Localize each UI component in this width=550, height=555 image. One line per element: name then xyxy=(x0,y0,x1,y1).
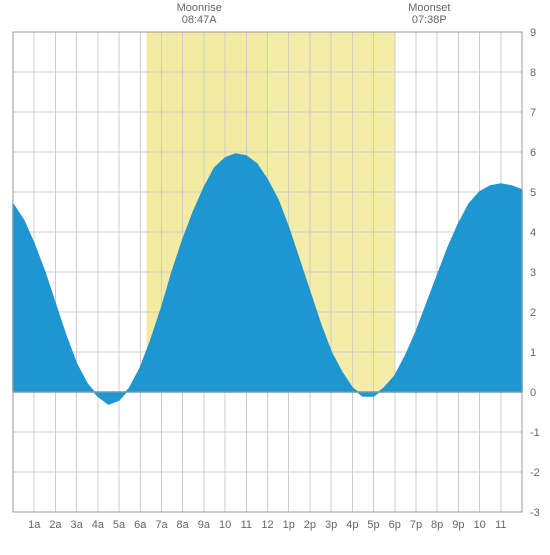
x-tick-label: 6p xyxy=(389,519,401,531)
y-tick-label: 1 xyxy=(530,347,536,359)
x-tick-label: 7p xyxy=(410,519,422,531)
moonrise-time: 08:47A xyxy=(169,14,229,26)
x-tick-label: 3a xyxy=(71,519,84,531)
y-tick-label: 9 xyxy=(530,27,536,39)
x-tick-label: 6a xyxy=(134,519,147,531)
x-tick-label: 9p xyxy=(452,519,464,531)
x-tick-label: 11 xyxy=(495,519,506,531)
x-tick-label: 5a xyxy=(113,519,126,531)
tide-chart: -3-2-101234567891a2a3a4a5a6a7a8a9a101112… xyxy=(0,0,550,550)
moonrise-label: Moonrise 08:47A xyxy=(169,2,229,26)
y-tick-label: 0 xyxy=(530,387,536,399)
x-tick-label: 3p xyxy=(325,519,337,531)
y-tick-label: -3 xyxy=(530,507,540,519)
y-tick-label: 7 xyxy=(530,107,536,119)
y-tick-label: -1 xyxy=(530,427,540,439)
x-tick-label: 2a xyxy=(49,519,62,531)
x-tick-label: 5p xyxy=(367,519,379,531)
moonset-label: Moonset 07:38P xyxy=(399,2,459,26)
x-tick-label: 9a xyxy=(198,519,211,531)
y-tick-label: 6 xyxy=(530,147,536,159)
y-tick-label: 4 xyxy=(530,227,536,239)
y-tick-label: -2 xyxy=(530,467,540,479)
moonset-time: 07:38P xyxy=(399,14,459,26)
moonrise-title: Moonrise xyxy=(169,2,229,14)
x-tick-label: 8p xyxy=(431,519,443,531)
x-tick-label: 2p xyxy=(304,519,316,531)
x-tick-label: 10 xyxy=(219,519,231,531)
y-tick-label: 3 xyxy=(530,267,536,279)
x-tick-label: 1p xyxy=(283,519,295,531)
x-tick-label: 10 xyxy=(473,519,485,531)
x-tick-label: 1a xyxy=(28,519,41,531)
y-tick-label: 5 xyxy=(530,187,536,199)
x-tick-label: 7a xyxy=(155,519,168,531)
x-tick-label: 12 xyxy=(261,519,273,531)
y-tick-label: 8 xyxy=(530,67,536,79)
y-tick-label: 2 xyxy=(530,307,536,319)
x-tick-label: 4p xyxy=(346,519,358,531)
chart-svg: -3-2-101234567891a2a3a4a5a6a7a8a9a101112… xyxy=(0,0,550,550)
moonset-title: Moonset xyxy=(399,2,459,14)
x-tick-label: 11 xyxy=(241,519,252,531)
x-tick-label: 8a xyxy=(177,519,190,531)
x-tick-label: 4a xyxy=(92,519,105,531)
